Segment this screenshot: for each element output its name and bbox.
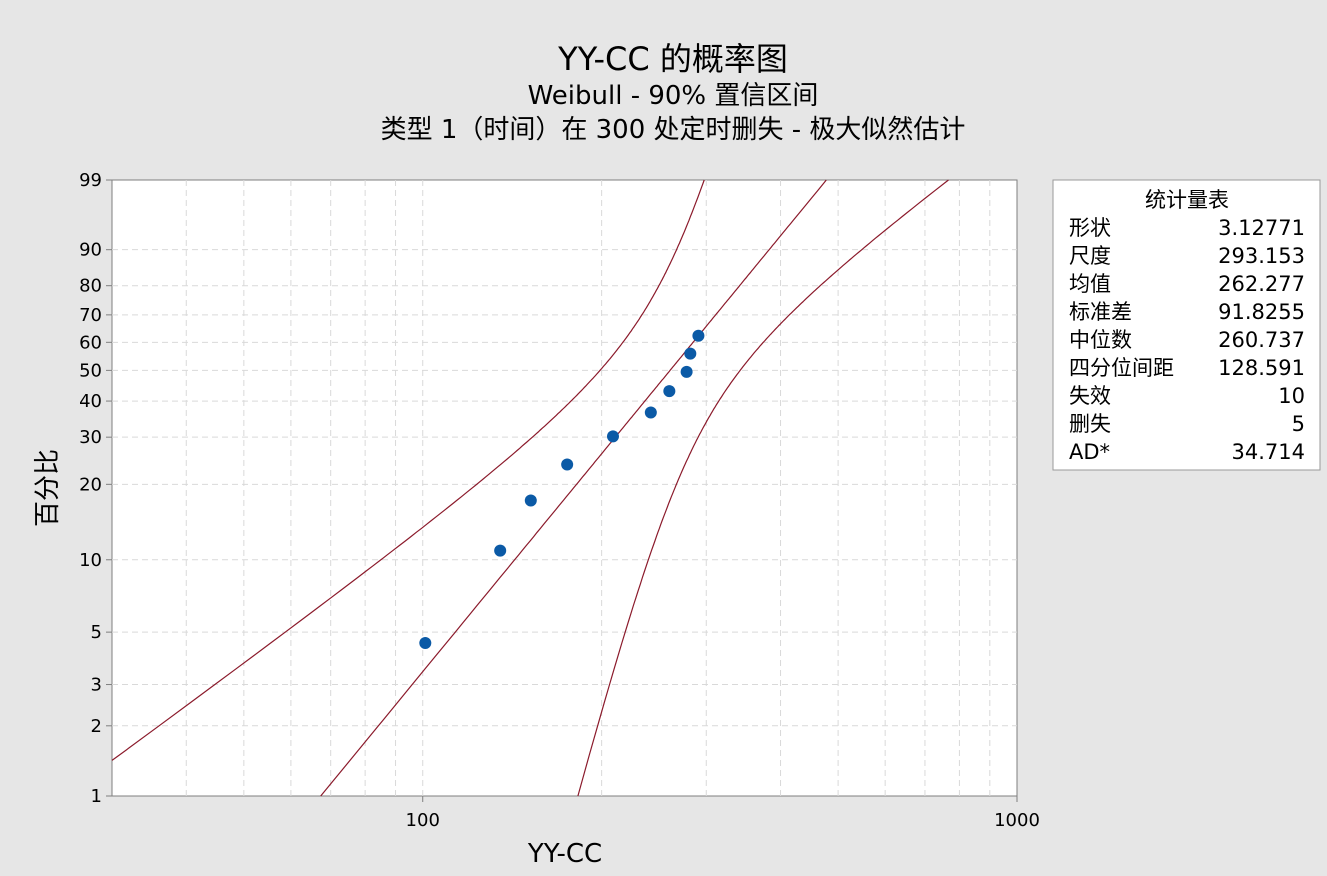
chart-subtitle-1: Weibull - 90% 置信区间 [528, 81, 819, 111]
y-tick-label: 10 [79, 550, 102, 571]
data-point [419, 636, 432, 649]
confidence-bands [111, 179, 949, 797]
stat-value: 3.12771 [1218, 216, 1305, 240]
stat-value: 260.737 [1218, 328, 1305, 352]
stat-value: 293.153 [1218, 244, 1305, 268]
y-tick-label: 3 [91, 675, 102, 696]
grid-lines [112, 180, 1017, 796]
stat-label: AD* [1069, 440, 1110, 464]
y-tick-label: 90 [79, 240, 102, 261]
stat-value: 5 [1292, 412, 1305, 436]
y-tick-label: 80 [79, 276, 102, 297]
ci-upper-line [577, 179, 949, 797]
data-points [419, 329, 705, 649]
plot-area [111, 179, 1018, 797]
stat-label: 四分位间距 [1069, 356, 1174, 380]
stat-label: 标准差 [1069, 300, 1132, 324]
stat-label: 均值 [1069, 272, 1111, 296]
stat-label: 删失 [1069, 412, 1111, 436]
x-axis-label: YY-CC [527, 839, 602, 869]
y-tick-label: 30 [79, 427, 102, 448]
data-point [561, 458, 574, 471]
stat-value: 34.714 [1232, 440, 1305, 464]
data-point [524, 494, 537, 507]
stat-value: 262.277 [1218, 272, 1305, 296]
stat-value: 128.591 [1218, 356, 1305, 380]
y-tick-label: 40 [79, 391, 102, 412]
y-tick-label: 2 [91, 716, 102, 737]
data-point [606, 430, 619, 443]
data-point [684, 347, 697, 360]
y-axis-label: 百分比 [33, 449, 63, 527]
stat-label: 尺度 [1069, 244, 1111, 268]
chart-subtitle-2: 类型 1（时间）在 300 处定时删失 - 极大似然估计 [381, 115, 966, 145]
stats-table-title: 统计量表 [1145, 188, 1229, 212]
x-axis-ticks: 100 1000 [406, 796, 1040, 831]
data-point [494, 544, 507, 557]
y-tick-label: 50 [79, 360, 102, 381]
stats-table: 统计量表 形状 3.12771 尺度 293.153 均值 262.277 标准差 91.82… [1052, 179, 1321, 471]
y-tick-label: 60 [79, 332, 102, 353]
y-tick-label: 99 [79, 170, 102, 191]
stats-table-rows: 形状 3.12771 尺度 293.153 均值 262.277 标准差 91.8255 中位数… [1069, 216, 1305, 464]
y-tick-label: 20 [79, 474, 102, 495]
y-axis-ticks: 1 2 3 5 10 20 30 40 50 60 70 80 90 99 [79, 170, 112, 807]
stat-value: 91.8255 [1218, 300, 1305, 324]
stat-label: 形状 [1069, 216, 1111, 240]
ci-lower-line [111, 179, 705, 761]
data-point [644, 406, 657, 419]
chart-title: YY-CC 的概率图 [557, 40, 788, 78]
data-point [663, 385, 676, 398]
data-point [680, 365, 693, 378]
fit-line [320, 179, 827, 797]
x-tick-label: 100 [406, 810, 440, 831]
stat-value: 10 [1278, 384, 1305, 408]
data-point [692, 329, 705, 342]
y-tick-label: 70 [79, 305, 102, 326]
y-tick-label: 1 [91, 786, 102, 807]
y-tick-label: 5 [91, 622, 102, 643]
x-tick-label: 1000 [994, 810, 1040, 831]
stats-table-box [1052, 179, 1321, 471]
stat-label: 失效 [1069, 384, 1111, 408]
stat-label: 中位数 [1069, 328, 1132, 352]
